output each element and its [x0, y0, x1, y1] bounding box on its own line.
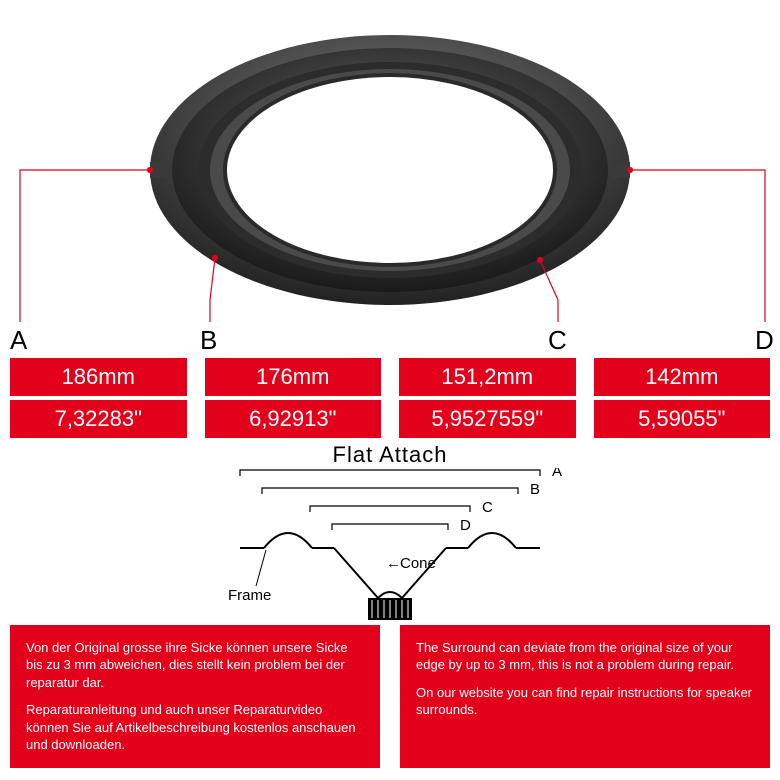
cross-section-schematic: A B C D [200, 468, 580, 633]
cone-arrow: ← [386, 555, 401, 572]
dim-b-mm: 176mm [205, 358, 382, 396]
cone-label: Cone [400, 555, 436, 572]
dimension-letter-a: A [10, 325, 27, 356]
dim-a-mm: 186mm [10, 358, 187, 396]
flat-attach-title: Flat Attach [333, 442, 448, 468]
footer-de-p2: Reparaturanleitung und auch unser Repara… [26, 701, 364, 754]
dimension-letter-b: B [200, 325, 217, 356]
dimension-row-inch: 7,32283" 6,92913" 5,9527559" 5,59055" [10, 400, 770, 438]
dim-d-mm: 142mm [594, 358, 771, 396]
bracket-letter-b: B [530, 481, 540, 498]
footer-en: The Surround can deviate from the origin… [400, 625, 770, 768]
footer-de: Von der Original grosse ihre Sicke könne… [10, 625, 380, 768]
bracket-letter-a: A [552, 468, 562, 480]
bracket-letter-d: D [460, 517, 471, 534]
dim-a-inch: 7,32283" [10, 400, 187, 438]
frame-label: Frame [228, 587, 271, 604]
bracket-letter-c: C [482, 499, 493, 516]
footer-de-p1: Von der Original grosse ihre Sicke könne… [26, 639, 364, 692]
dimension-letter-d: D [755, 325, 774, 356]
footer: Von der Original grosse ihre Sicke könne… [10, 625, 770, 768]
dim-d-inch: 5,59055" [594, 400, 771, 438]
dim-b-inch: 6,92913" [205, 400, 382, 438]
footer-en-p2: On our website you can find repair instr… [416, 684, 754, 719]
dimension-row-mm: 186mm 176mm 151,2mm 142mm [10, 358, 770, 396]
dim-c-inch: 5,9527559" [399, 400, 576, 438]
footer-en-p1: The Surround can deviate from the origin… [416, 639, 754, 674]
dim-c-mm: 151,2mm [399, 358, 576, 396]
dimension-letter-c: C [548, 325, 567, 356]
speaker-surround-ring [150, 30, 630, 320]
